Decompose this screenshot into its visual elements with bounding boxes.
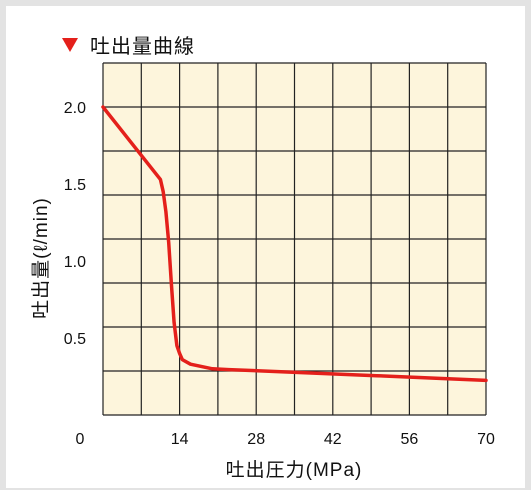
- y-axis-label: 吐出量(ℓ/min): [30, 197, 52, 319]
- x-axis-label: 吐出圧力(MPa): [226, 459, 363, 481]
- chart-title-text: 吐出量曲線: [90, 36, 195, 58]
- y-tick-label: 1.5: [64, 177, 86, 194]
- x-tick-label: 0: [76, 431, 85, 448]
- y-tick-label: 2.0: [64, 100, 86, 117]
- x-tick-label: 70: [477, 431, 495, 448]
- discharge-curve-line: [101, 105, 488, 383]
- x-tick-label: 14: [171, 431, 189, 448]
- tick-labels: 0 14 28 42 56 70 0.5 1.0 1.5 2.0: [64, 100, 495, 448]
- x-tick-label: 56: [401, 431, 419, 448]
- y-tick-label: 0.5: [64, 331, 86, 348]
- series-group: [101, 105, 488, 383]
- x-tick-label: 28: [247, 431, 265, 448]
- red-triangle-icon: [62, 37, 78, 52]
- x-tick-label: 42: [324, 431, 342, 448]
- y-tick-label: 1.0: [64, 254, 86, 271]
- chart-title: 吐出量曲線: [62, 30, 195, 59]
